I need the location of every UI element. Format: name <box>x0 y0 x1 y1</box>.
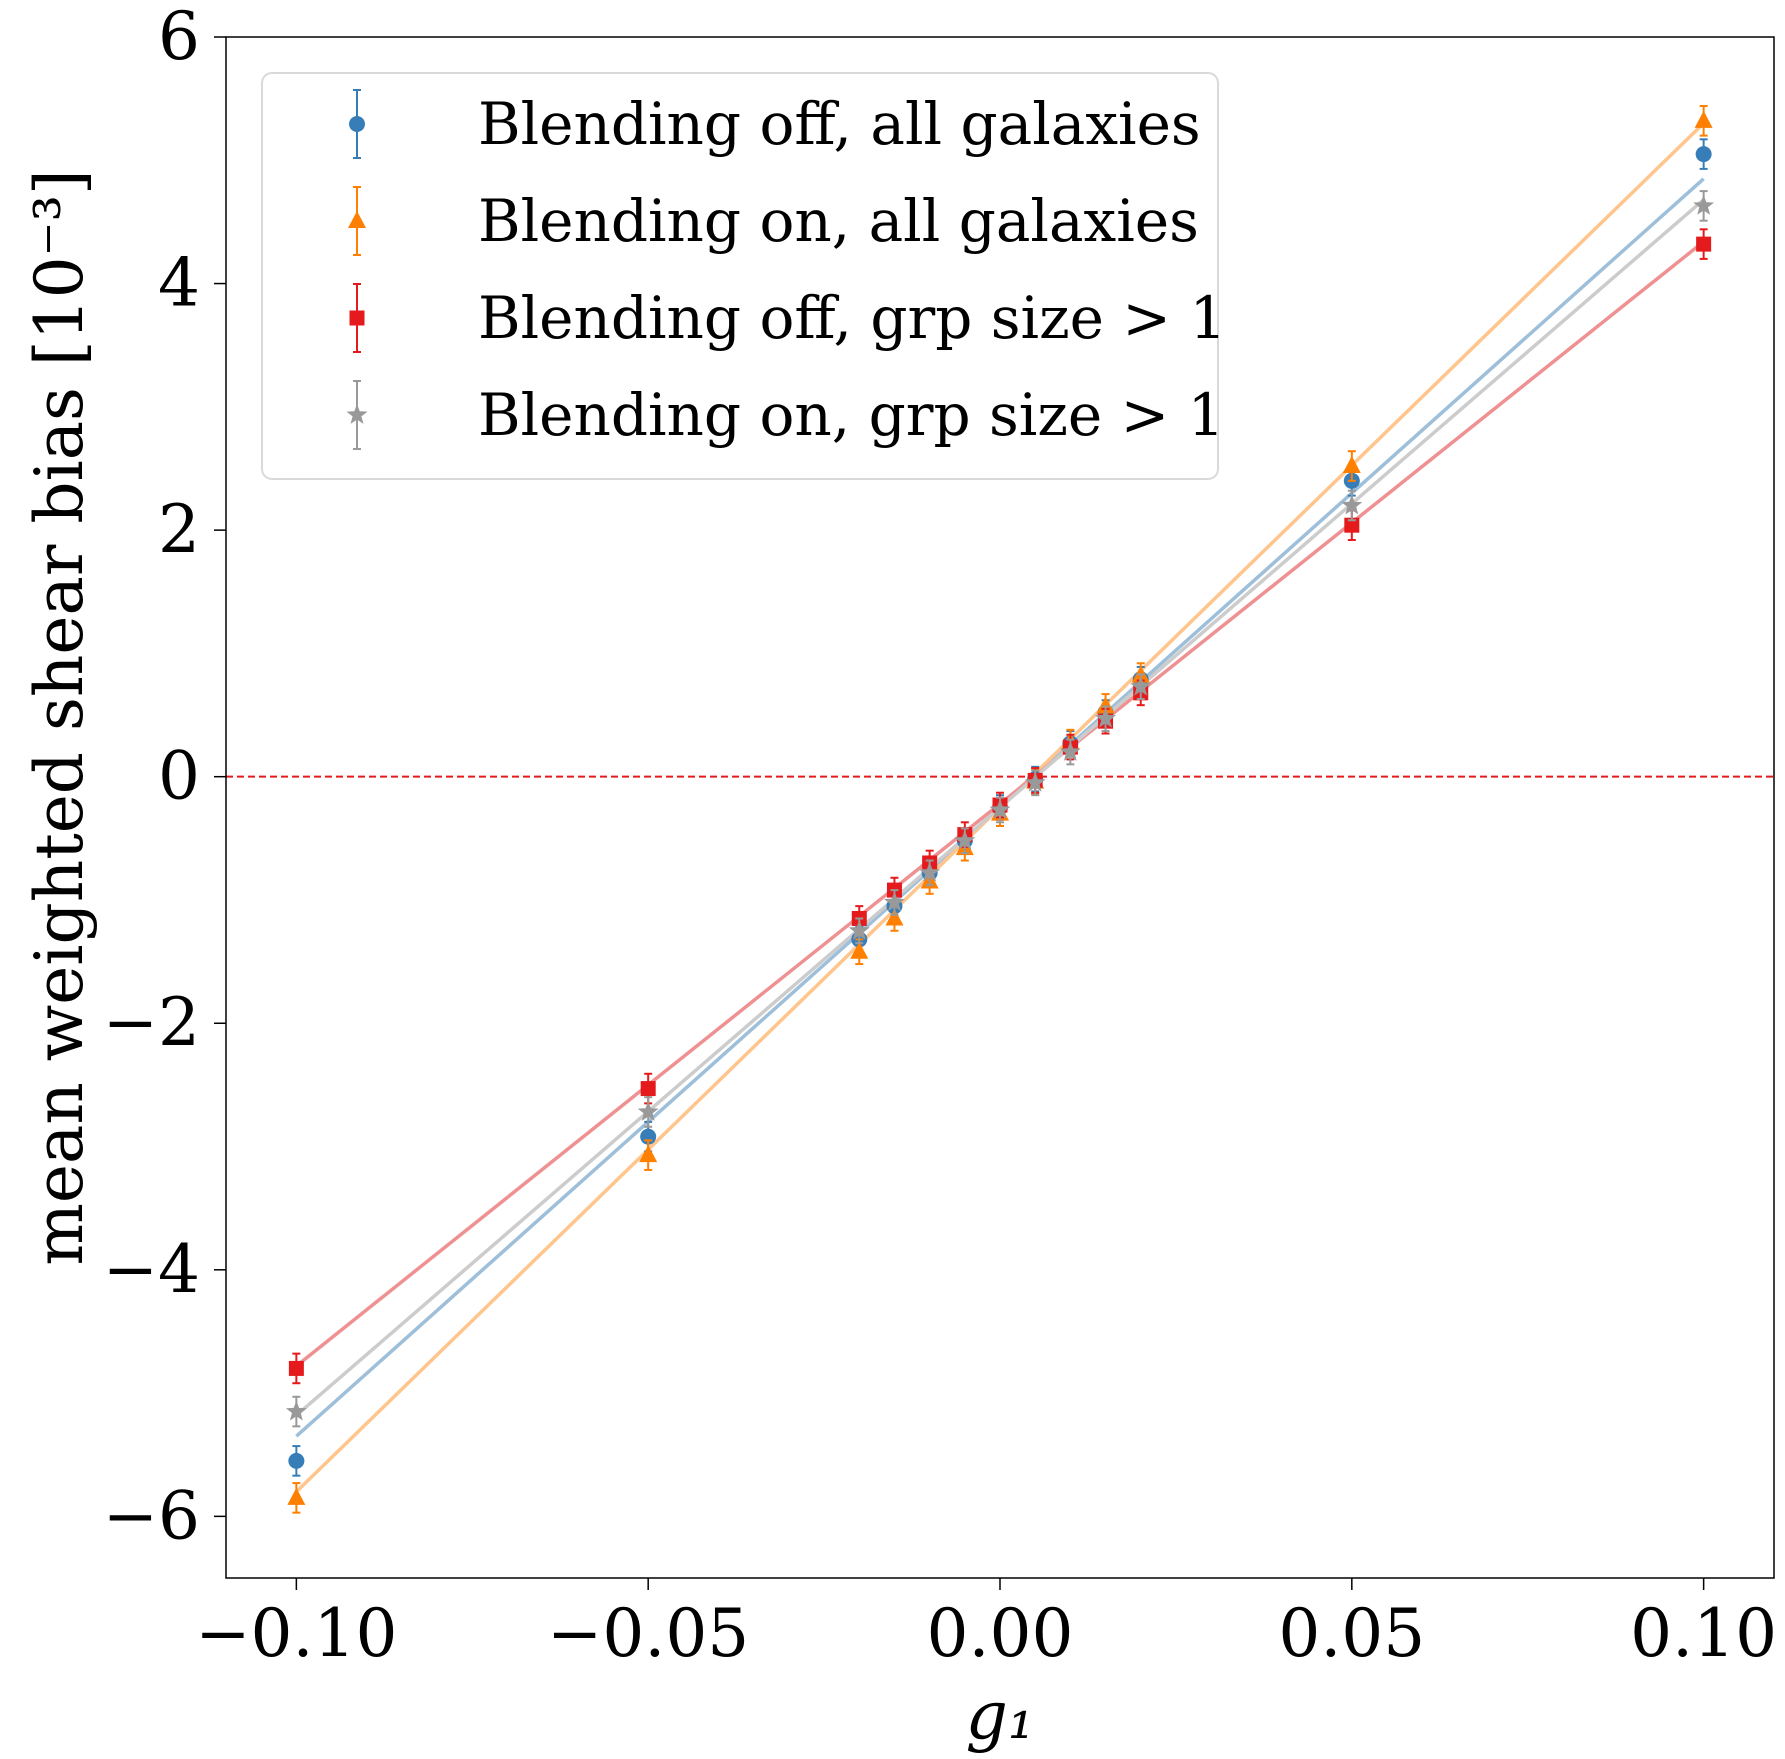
marker-star <box>1341 494 1363 515</box>
marker-star <box>637 1101 659 1121</box>
data-point-series-1 <box>287 1482 306 1514</box>
legend-label: Blending off, grp size > 1 <box>478 284 1226 352</box>
data-point-series-3 <box>1095 705 1116 733</box>
data-point-series-1 <box>1694 105 1713 137</box>
data-point-series-1 <box>639 1139 658 1171</box>
marker-triangle <box>885 908 904 926</box>
x-axis-title: g₁ <box>966 1677 1035 1754</box>
legend-item-2: Blending off, grp size > 1 <box>349 283 1226 353</box>
marker-star <box>1095 707 1116 728</box>
legend: Blending off, all galaxies Blending on, a… <box>261 72 1226 480</box>
legend-label: Blending on, all galaxies <box>478 187 1199 255</box>
y-tick-label: 6 <box>158 0 200 75</box>
legend-box <box>261 72 1219 480</box>
legend-label: Blending off, all galaxies <box>478 90 1201 158</box>
marker-square <box>288 1360 304 1376</box>
marker-triangle <box>287 1487 306 1505</box>
x-tick-label: 0.10 <box>1630 1595 1777 1672</box>
y-tick-label: −2 <box>103 984 200 1061</box>
marker-circle <box>288 1452 305 1469</box>
data-point-series-0 <box>1695 138 1712 170</box>
x-axis: −0.10 −0.05 0.00 0.05 0.10 <box>195 1578 1777 1672</box>
legend-item-1: Blending on, all galaxies <box>348 186 1199 256</box>
marker-square <box>1696 236 1712 252</box>
legend-marker <box>348 211 366 228</box>
data-point-series-3 <box>919 859 941 887</box>
marker-star <box>1059 741 1081 761</box>
data-point-series-3 <box>1693 190 1715 222</box>
marker-star <box>1024 771 1046 792</box>
marker-triangle <box>850 941 869 959</box>
y-tick-label: 2 <box>158 491 200 568</box>
data-point-series-3 <box>954 827 976 855</box>
data-point-series-3 <box>1130 673 1152 701</box>
marker-circle <box>1695 146 1712 163</box>
y-tick-label: −6 <box>103 1477 200 1554</box>
data-point-series-3 <box>1024 769 1046 797</box>
marker-star <box>919 861 941 882</box>
legend-marker <box>349 116 365 132</box>
x-tick-label: 0.05 <box>1278 1595 1425 1672</box>
legend-label: Blending on, grp size > 1 <box>478 381 1225 449</box>
marker-square <box>640 1081 656 1097</box>
legend-item-0: Blending off, all galaxies <box>349 89 1201 159</box>
y-axis: −6 −4 −2 0 2 4 6 <box>103 0 226 1554</box>
marker-triangle <box>1342 456 1361 474</box>
y-tick-label: −4 <box>103 1231 200 1308</box>
legend-item-3: Blending on, grp size > 1 <box>346 380 1225 450</box>
data-points <box>285 105 1715 1514</box>
marker-star <box>884 891 905 912</box>
data-point-series-3 <box>1341 489 1363 522</box>
legend-marker <box>349 310 365 326</box>
marker-square <box>1344 517 1360 533</box>
data-point-series-3 <box>884 889 905 916</box>
x-tick-label: −0.10 <box>195 1595 397 1672</box>
y-tick-label: 4 <box>158 245 200 322</box>
data-point-series-3 <box>848 917 870 945</box>
y-axis-title: mean weighted shear bias [10⁻³] <box>21 169 98 1265</box>
marker-star <box>285 1400 307 1421</box>
data-point-series-3 <box>989 796 1011 824</box>
y-tick-label: 0 <box>158 738 200 815</box>
data-point-series-3 <box>637 1096 659 1128</box>
data-point-series-2 <box>288 1352 304 1385</box>
data-point-series-2 <box>1696 228 1712 260</box>
marker-triangle <box>1096 696 1115 714</box>
x-tick-label: 0.00 <box>927 1595 1074 1672</box>
marker-triangle <box>1694 110 1713 128</box>
marker-star <box>848 919 870 940</box>
data-point-series-3 <box>1059 738 1081 766</box>
marker-star <box>1693 194 1715 215</box>
data-point-series-3 <box>285 1395 307 1428</box>
marker-star <box>954 829 976 850</box>
legend-marker <box>346 404 368 424</box>
marker-star <box>1130 675 1152 696</box>
marker-triangle <box>639 1145 658 1163</box>
data-point-series-1 <box>1342 450 1361 482</box>
x-tick-label: −0.05 <box>547 1595 749 1672</box>
data-point-series-0 <box>288 1445 305 1477</box>
marker-star <box>989 799 1011 819</box>
